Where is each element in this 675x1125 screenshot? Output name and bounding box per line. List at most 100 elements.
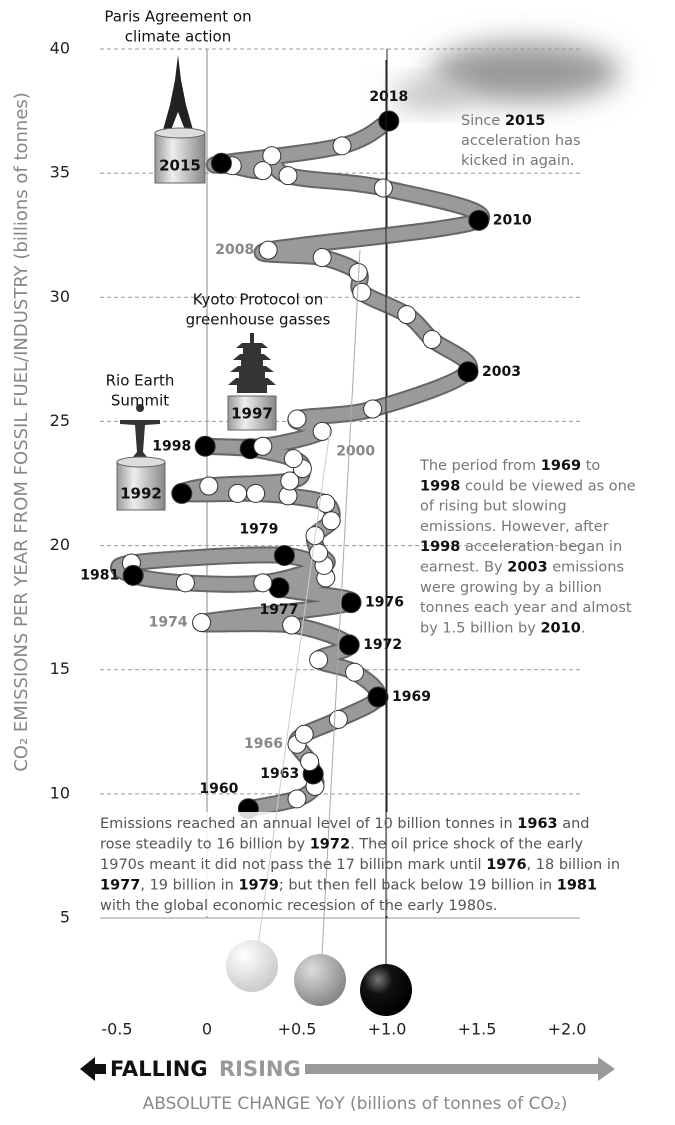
point-label: 2008 [215, 242, 254, 258]
point-label: 1960 [199, 781, 238, 797]
ball-mid [294, 954, 346, 1006]
annotation: acceleration has [461, 133, 581, 149]
falling-label: FALLING [110, 1057, 208, 1081]
plot: 1960 1963 1966 1969 1972 1974 1976 1977 1979 1981… [80, 89, 532, 820]
data-point [345, 662, 365, 682]
note-text: rose steadily to 16 billion by [100, 837, 310, 853]
data-point [282, 615, 302, 635]
data-point [287, 409, 307, 429]
event-label: climate action [125, 28, 231, 46]
data-point [122, 564, 144, 586]
bold-year: 1998 [420, 478, 460, 494]
point-label: 1969 [392, 689, 431, 705]
x-tick-label: +0.5 [278, 1020, 317, 1039]
data-point [280, 471, 300, 491]
annotation: earnest. By 2003 emissions [420, 560, 624, 576]
annotation: 1977, 19 billion in 1979; but then fell … [100, 878, 597, 894]
data-point [312, 421, 332, 441]
note-text: . The oil price shock of the early [350, 837, 583, 853]
data-point [367, 686, 389, 708]
point-label: 1998 [152, 438, 191, 454]
data-point [332, 136, 352, 156]
data-point [278, 166, 298, 186]
data-point [258, 240, 278, 260]
data-point [328, 709, 348, 729]
data-point [397, 305, 417, 325]
point-label: 1976 [365, 595, 404, 611]
data-point [468, 209, 490, 231]
annotation: 1970s meant it did not pass the 17 billi… [100, 857, 620, 873]
x-axis-label: ABSOLUTE CHANGE YoY (billions of tonnes … [143, 1094, 568, 1114]
note-text: . [581, 620, 586, 636]
data-point [273, 545, 295, 567]
smoke [430, 42, 620, 102]
note-text: Since [461, 113, 505, 129]
bold-year: 1998 [420, 539, 460, 555]
y-tick-label: 35 [50, 163, 70, 182]
note-text: , 18 billion in [527, 857, 621, 873]
note-text: ; but then fell back below 19 billion in [279, 878, 557, 894]
point-label: 2018 [369, 89, 408, 105]
eiffel-tower [163, 55, 193, 130]
event-year: 2015 [159, 157, 201, 175]
data-point [309, 650, 329, 670]
bold-year: 1969 [541, 458, 581, 474]
point-label: 1981 [80, 567, 119, 583]
data-point [287, 789, 307, 809]
annotation: kicked in again. [461, 153, 575, 169]
note-text: acceleration has [461, 133, 581, 149]
point-label: 2010 [493, 212, 532, 228]
pedestal [154, 132, 206, 184]
data-point [228, 483, 248, 503]
data-point [253, 436, 273, 456]
bold-year: 1976 [486, 857, 526, 873]
pedestal-top [154, 127, 206, 139]
bold-year: 1981 [557, 878, 597, 894]
data-point [378, 110, 400, 132]
arrow-right [305, 1057, 615, 1081]
note-text: , 19 billion in [140, 878, 238, 894]
background-layer [390, 42, 620, 109]
note-text: and [558, 816, 590, 832]
ball-dark [360, 964, 412, 1016]
note-text: emissions. However, after [420, 519, 609, 535]
ball-light [226, 940, 278, 992]
x-tick-label: -0.5 [101, 1020, 132, 1039]
point-label: 1979 [239, 522, 278, 538]
pointer [321, 249, 361, 956]
note-text: could be viewed as one [460, 478, 635, 494]
pagoda [228, 333, 276, 393]
data-point [321, 511, 341, 531]
note-text: The period from [419, 458, 541, 474]
data-point [312, 248, 332, 268]
x-tick-label: 0 [202, 1020, 212, 1039]
point-label: 1963 [260, 766, 299, 782]
data-point [210, 152, 232, 174]
note-text: emissions [548, 560, 624, 576]
data-point [316, 493, 336, 513]
y-tick-label: 30 [50, 287, 70, 306]
event-label: Paris Agreement on [104, 8, 251, 26]
note-background [96, 812, 606, 916]
bold-year: 1972 [310, 837, 350, 853]
note-text: tonnes each year and almost [420, 600, 632, 616]
data-point [192, 613, 212, 633]
bold-year: 1979 [238, 878, 278, 894]
data-point [338, 634, 360, 656]
data-point [457, 361, 479, 383]
landmarks [116, 55, 277, 511]
annotation: 1998 could be viewed as one [420, 478, 636, 494]
pointer [257, 429, 331, 946]
point-label: 2003 [482, 364, 521, 380]
data-point [199, 476, 219, 496]
bold-year: 2015 [505, 113, 545, 129]
legend-balls [226, 60, 412, 1016]
event-label: greenhouse gasses [186, 311, 331, 329]
rising-label: RISING [219, 1057, 301, 1081]
data-point [253, 161, 273, 181]
event-year: 1992 [120, 485, 162, 503]
point-label: 1977 [260, 602, 299, 618]
note-text: by 1.5 billion by [420, 620, 540, 636]
arrow-left [80, 1057, 106, 1081]
